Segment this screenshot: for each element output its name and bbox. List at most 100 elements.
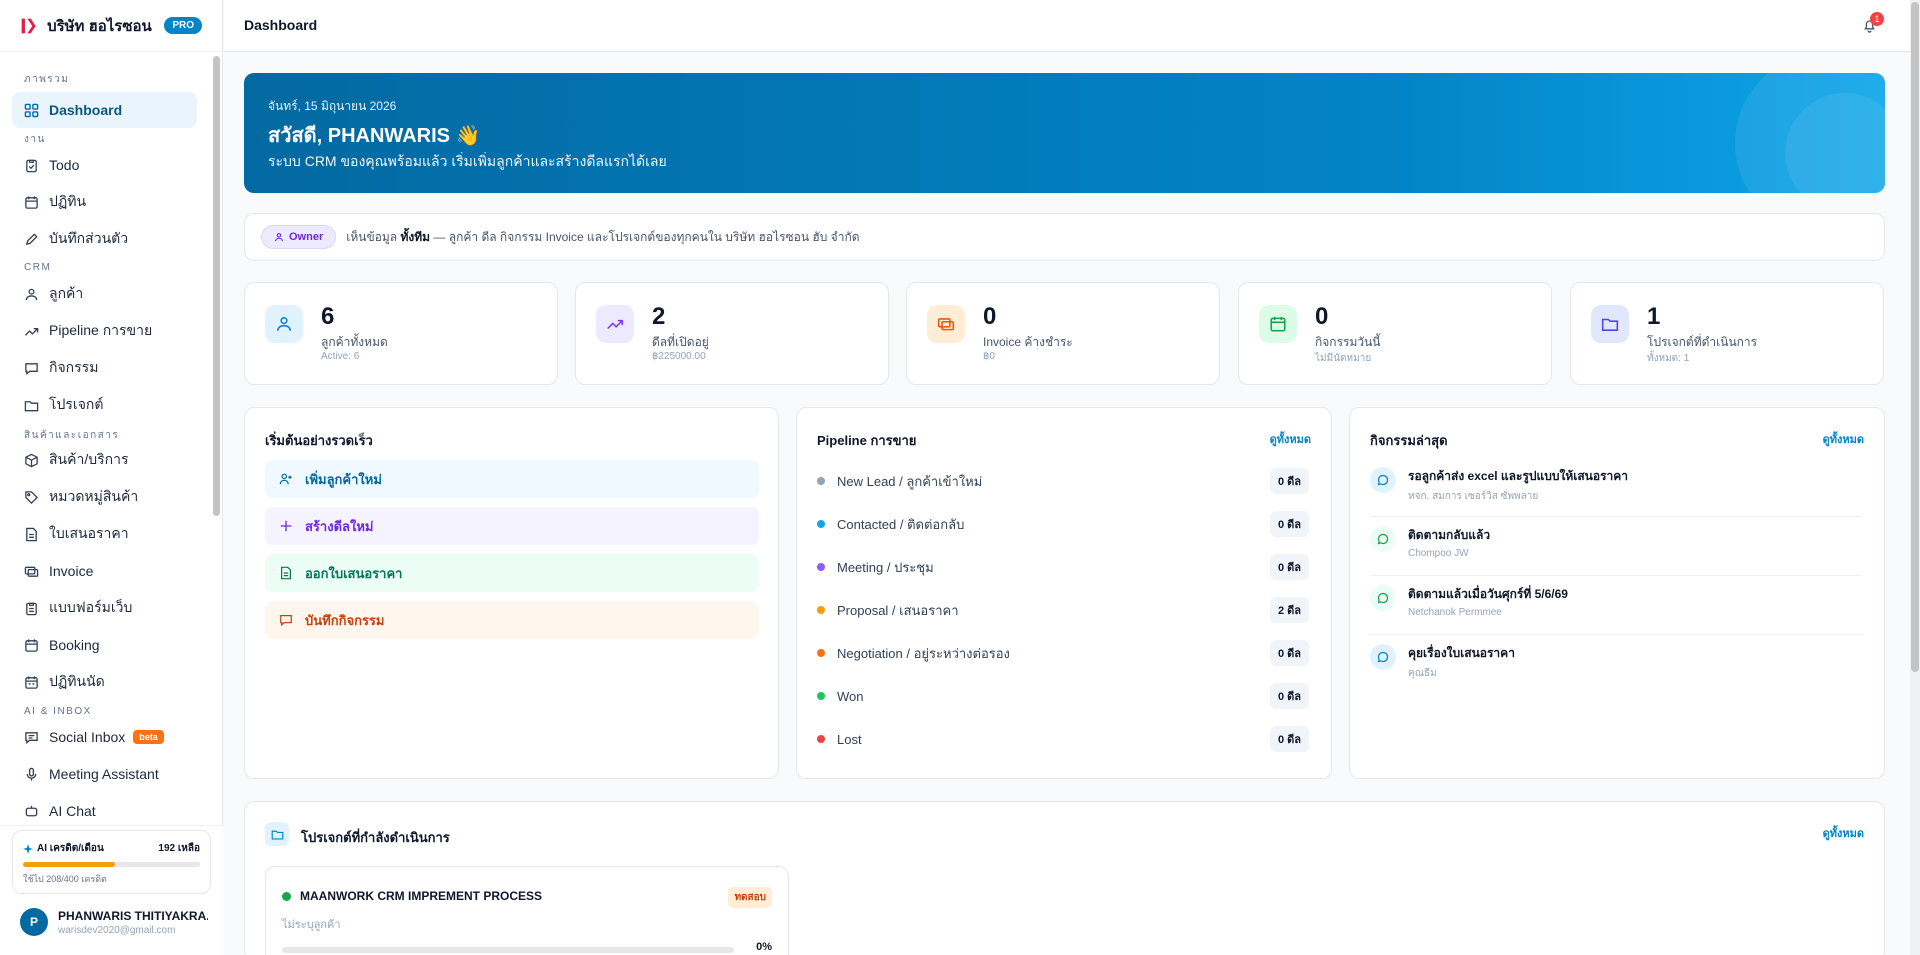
microphone-icon (26, 767, 37, 781)
folder-icon (24, 400, 39, 411)
activity-icon-box (1370, 467, 1396, 493)
sidebar-item-invoice[interactable]: Invoice (12, 553, 197, 589)
stat-card-deals[interactable]: 2 ดีลที่เปิดอยู่ ฿225000.00 (575, 282, 889, 385)
sidebar-item-ai-chat[interactable]: AI Chat (12, 793, 197, 825)
sidebar-item-todo[interactable]: Todo (12, 147, 197, 183)
create-quotation-button[interactable]: ออกใบเสนอราคา (265, 554, 759, 592)
chat-icon (25, 731, 38, 744)
brand-logo-icon (21, 18, 36, 33)
pipeline-view-all-link[interactable]: ดูทั้งหมด (1269, 434, 1311, 446)
stat-label: โปรเจกต์ที่ดำเนินการ (1647, 335, 1758, 349)
grid-icon (24, 103, 39, 117)
pipeline-stage-row[interactable]: New Lead / ลูกค้าเข้าใหม่ 0 ดีล (817, 466, 1309, 496)
receipt-icon (24, 566, 39, 577)
activity-item[interactable]: คุยเรื่องใบเสนอราคา คุณธีม (1370, 644, 1862, 694)
sidebar-item-quotations[interactable]: ใบเสนอราคา (12, 516, 197, 552)
log-activity-button[interactable]: บันทึกกิจกรรม (265, 601, 759, 639)
stat-card-invoices[interactable]: 0 Invoice ค้างชำระ ฿0 (906, 282, 1220, 385)
pipeline-stage-row[interactable]: Proposal / เสนอราคา 2 ดีล (817, 595, 1309, 625)
stat-card-customers[interactable]: 6 ลูกค้าทั้งหมด Active: 6 (244, 282, 558, 385)
stat-card-activities[interactable]: 0 กิจกรรมวันนี้ ไม่มีนัดหมาย (1238, 282, 1552, 385)
activity-contact: คุณธีม (1408, 668, 1437, 679)
sidebar-item-webforms[interactable]: แบบฟอร์มเว็บ (12, 590, 197, 626)
sidebar-item-products[interactable]: สินค้า/บริการ (12, 442, 197, 478)
pipeline-stage-row[interactable]: Lost 0 ดีล (817, 724, 1309, 754)
card-title: กิจกรรมล่าสุด (1370, 433, 1448, 448)
sidebar-item-label: Meeting Assistant (49, 766, 159, 782)
sidebar-item-calendar[interactable]: ปฏิทิน (12, 184, 197, 220)
chat-bubble-icon (1377, 592, 1389, 604)
sidebar-item-activities[interactable]: กิจกรรม (12, 350, 197, 386)
sidebar-footer: AI เครดิต/เดือน 192 เหลือ ใช้ไป 208/400 … (0, 825, 223, 955)
sidebar-item-projects[interactable]: โปรเจกต์ (12, 387, 197, 423)
stage-name: Contacted / ติดต่อกลับ (837, 516, 965, 532)
users-icon (25, 288, 38, 300)
pipeline-stage-row[interactable]: Won 0 ดีล (817, 681, 1309, 711)
topbar: Dashboard 1 (224, 0, 1910, 52)
active-projects-card: โปรเจกต์ที่กำลังดำเนินการ ดูทั้งหมด MAAN… (244, 801, 1885, 955)
sidebar-item-categories[interactable]: หมวดหมู่สินค้า (12, 479, 197, 515)
pipeline-stage-row[interactable]: Negotiation / อยู่ระหว่างต่อรอง 0 ดีล (817, 638, 1309, 668)
stat-sub: ทั้งหมด: 1 (1647, 353, 1690, 364)
stage-dot (817, 735, 825, 743)
calendar-check-icon (25, 638, 38, 652)
user-profile[interactable]: P PHANWARIS THITIYAKRA... warisdev2020@g… (20, 908, 208, 936)
sidebar-item-label: กิจกรรม (49, 359, 99, 375)
sidebar-item-meeting[interactable]: Meeting Assistant (12, 756, 197, 792)
sidebar-item-social-inbox[interactable]: Social Inbox beta (12, 719, 197, 755)
stat-sub: Active: 6 (321, 351, 360, 362)
card-title: เริ่มต้นอย่างรวดเร็ว (265, 433, 373, 448)
banner-decoration (1735, 73, 1885, 193)
sidebar-item-pipeline[interactable]: Pipeline การขาย (12, 313, 197, 349)
stat-label: ดีลที่เปิดอยู่ (652, 335, 709, 349)
stat-icon-box (596, 305, 634, 343)
activities-view-all-link[interactable]: ดูทั้งหมด (1822, 434, 1864, 446)
current-date: จันทร์, 15 มิถุนายน 2026 (268, 99, 397, 113)
beta-badge: beta (133, 730, 164, 744)
sidebar-item-booking[interactable]: Booking (12, 627, 197, 663)
stage-dot (817, 692, 825, 700)
projects-view-all-link[interactable]: ดูทั้งหมด (1822, 828, 1864, 840)
sidebar-item-label: AI Chat (49, 803, 96, 819)
recent-activities-card: กิจกรรมล่าสุด ดูทั้งหมด รอลูกค้าส่ง exce… (1349, 407, 1885, 779)
stat-label: กิจกรรมวันนี้ (1315, 335, 1381, 349)
activity-title: รอลูกค้าส่ง excel และรูปแบบให้เสนอราคา (1408, 469, 1629, 483)
project-item[interactable]: MAANWORK CRM IMPREMENT PROCESS ทดสอบ ไม่… (265, 866, 789, 955)
page-title: Dashboard (244, 17, 318, 33)
stat-icon-box (265, 305, 303, 343)
stat-icon-box (927, 305, 965, 343)
stat-icon-box (1591, 305, 1629, 343)
stat-card-projects[interactable]: 1 โปรเจกต์ที่ดำเนินการ ทั้งหมด: 1 (1570, 282, 1884, 385)
user-email: warisdev2020@gmail.com (58, 924, 176, 936)
pipeline-stage-row[interactable]: Meeting / ประชุม 0 ดีล (817, 552, 1309, 582)
activity-contact: Netchanok Permmee (1408, 607, 1502, 618)
stat-label: Invoice ค้างชำระ (983, 335, 1073, 349)
stage-name: Won (837, 688, 864, 704)
sidebar-scrollbar-thumb[interactable] (213, 56, 220, 516)
quick-action-label: เพิ่มลูกค้าใหม่ (305, 471, 382, 487)
sidebar-item-notes[interactable]: บันทึกส่วนตัว (12, 221, 197, 257)
activity-item[interactable]: ติดตามแล้วเมื่อวันศุกร์ที่ 5/6/69 Netchan… (1370, 585, 1862, 635)
brand[interactable]: บริษัท ฮอไรซอน ฮั... PRO (0, 0, 222, 52)
role-info-bar: Owner เห็นข้อมูล ทั้งทีม — ลูกค้า ดีล กิ… (244, 213, 1885, 261)
pipeline-stage-row[interactable]: Contacted / ติดต่อกลับ 0 ดีล (817, 509, 1309, 539)
sidebar-item-label: ปฏิทินนัด (49, 673, 105, 689)
page-scrollbar-thumb[interactable] (1911, 2, 1919, 672)
sidebar-item-dashboard[interactable]: Dashboard (12, 92, 197, 128)
stat-sub: ไม่มีนัดหมาย (1315, 353, 1372, 364)
company-name: บริษัท ฮอไรซอน ฮั... (47, 17, 154, 35)
stage-count: 0 ดีล (1269, 468, 1309, 494)
activity-item[interactable]: รอลูกค้าส่ง excel และรูปแบบให้เสนอราคา หจ… (1370, 467, 1862, 517)
add-customer-button[interactable]: เพิ่มลูกค้าใหม่ (265, 460, 759, 498)
ai-credit-card[interactable]: AI เครดิต/เดือน 192 เหลือ ใช้ไป 208/400 … (12, 830, 211, 894)
project-customer: ไม่ระบุลูกค้า (282, 919, 341, 931)
sidebar-item-customers[interactable]: ลูกค้า (12, 276, 197, 312)
stat-icon-box (1259, 305, 1297, 343)
activity-title: ติดตามแล้วเมื่อวันศุกร์ที่ 5/6/69 (1408, 587, 1568, 601)
ai-credit-title-text: AI เครดิต/เดือน (37, 843, 104, 854)
stage-name: Proposal / เสนอราคา (837, 602, 959, 618)
status-badge: ทดสอบ (728, 887, 772, 908)
create-deal-button[interactable]: สร้างดีลใหม่ (265, 507, 759, 545)
activity-item[interactable]: ติดตามกลับแล้ว Chompoo JW (1370, 526, 1862, 576)
sidebar-item-appointments[interactable]: ปฏิทินนัด (12, 664, 197, 700)
